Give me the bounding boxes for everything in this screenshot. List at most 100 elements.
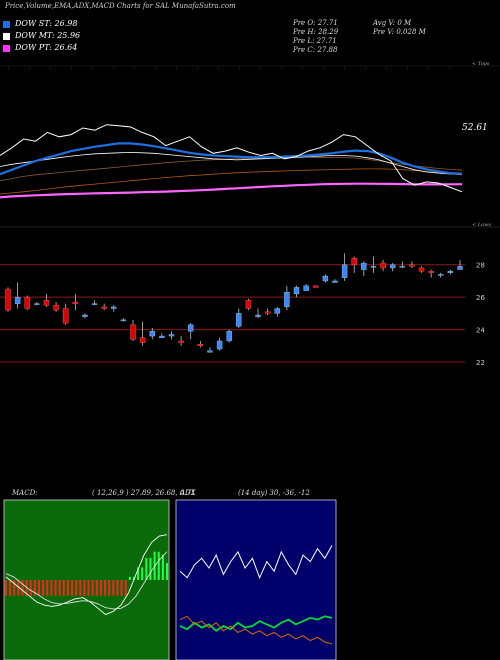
candle-body [293,287,300,295]
macd-panel [3,499,170,660]
candle-body [111,306,117,309]
legend-dow-pt-swatch [3,45,10,52]
legend-dow-st-swatch [3,21,10,28]
macd-label: MACD: [12,489,38,497]
macd-histogram-bar [33,580,36,596]
ema-tick-label: · [428,66,429,71]
stat-avg-volume: Avg V: 0 M [373,19,412,27]
candle-body [399,266,405,268]
macd-histogram-bar [13,580,16,596]
ema-tick-label: · [134,66,135,71]
ema-tick-label: · [323,66,324,71]
macd-histogram-bar [112,580,115,596]
macd-histogram-bar [149,558,152,580]
macd-histogram-bar [137,567,140,580]
macd-histogram-bar [141,567,144,580]
candle-body [226,331,232,342]
ema-line-pink [0,182,463,199]
adx-label: ADX [180,489,196,497]
macd-histogram-bar [161,554,164,580]
ema-tick-label: · [239,66,240,71]
ema-tick-label: · [407,66,408,71]
ema-tick-label: · [29,66,30,71]
macd-histogram-bar [95,580,98,596]
ema-tick-label: · [155,66,156,71]
candle-body [63,308,69,324]
stat-pre-open: Pre O: 27.71 [293,19,338,27]
macd-histogram-bar [66,580,69,596]
price-tick-label: 24 [476,327,485,335]
candle-body [14,296,21,304]
candle-body [101,306,107,309]
price-tick-label: 22 [476,359,485,367]
stat-pre-volume: Pre V: 0.028 M [373,28,426,36]
legend-dow-mt-label: DOW MT: 25.96 [15,31,81,40]
ema-tick-label: · [386,66,387,71]
macd-histogram-bar [17,580,20,596]
legend-dow-pt-label: DOW PT: 26.64 [15,43,78,52]
price-tick-label: 26 [476,294,485,302]
candle-body [457,266,463,270]
stat-pre-close: Pre C: 27.88 [293,46,338,54]
macd-histogram-bar [157,551,160,580]
ema-tick-label: · [176,66,177,71]
legend-dow-mt-swatch [3,33,10,40]
tops-label: < Tops [472,61,490,67]
macd-histogram-bar [87,580,90,596]
legend-dow-st-label: DOW ST: 26.98 [15,19,78,28]
candle-body [34,303,40,305]
macd-histogram-bar [128,576,131,580]
legend-dow-pt: DOW PT: 26.64 [3,43,203,53]
candle-body [82,314,88,317]
macd-histogram-bar [91,580,94,596]
candle-body [274,308,280,314]
candle-body [5,288,11,311]
legend-dow-st: DOW ST: 26.98 [3,19,203,29]
ema-tick-label: · [344,66,345,71]
candle-body [139,337,146,343]
macd-histogram-bar [166,563,168,580]
candle-body [370,266,377,268]
ema-line-white-thin [0,151,463,175]
macd-histogram-bar [116,580,119,596]
ema-tick-label: · [302,66,303,71]
candle-body [255,314,261,317]
macd-histogram-bar [50,580,53,596]
ema-tick-label: · [449,66,450,71]
macd-histogram-bar [62,580,65,596]
macd-histogram-bar [104,580,107,596]
ema-tick-label: · [197,66,198,71]
macd-histogram-bar [99,580,102,596]
candle-body [284,292,290,308]
candle-body [389,264,396,269]
ema-value-label: 52.61 [462,123,488,133]
ema-tick-label: · [71,66,72,71]
candle-body [91,303,98,305]
candle-body [332,280,338,283]
candle-body [322,275,329,282]
candle-body [361,262,367,270]
candle-body [53,305,59,311]
minus-di-line [179,615,333,645]
ema-tick-label: · [365,66,366,71]
candle-body [72,301,79,304]
candle-body [43,300,50,306]
macd-histogram-bar [120,580,123,596]
candle-body [120,319,127,322]
candle-body [351,258,357,265]
macd-histogram-bar [124,580,127,596]
candle-body [130,324,136,340]
macd-histogram-bar [108,580,111,596]
candle-body [168,334,175,337]
ema-tick-label: · [92,66,93,71]
ema-line-blue [0,142,463,176]
ema-tick-label: · [50,66,51,71]
adx-background [175,499,337,660]
candle-body [380,262,386,269]
ema-panel: · · · · · · · · · · · · · · · · · · · · · · [0,65,500,199]
candle-body [341,264,348,278]
macd-params: ( 12,26,9 ) 27.89, 26.68, 0.71 [92,489,196,497]
candle-body [178,340,184,343]
ema-line-orange [0,168,463,195]
